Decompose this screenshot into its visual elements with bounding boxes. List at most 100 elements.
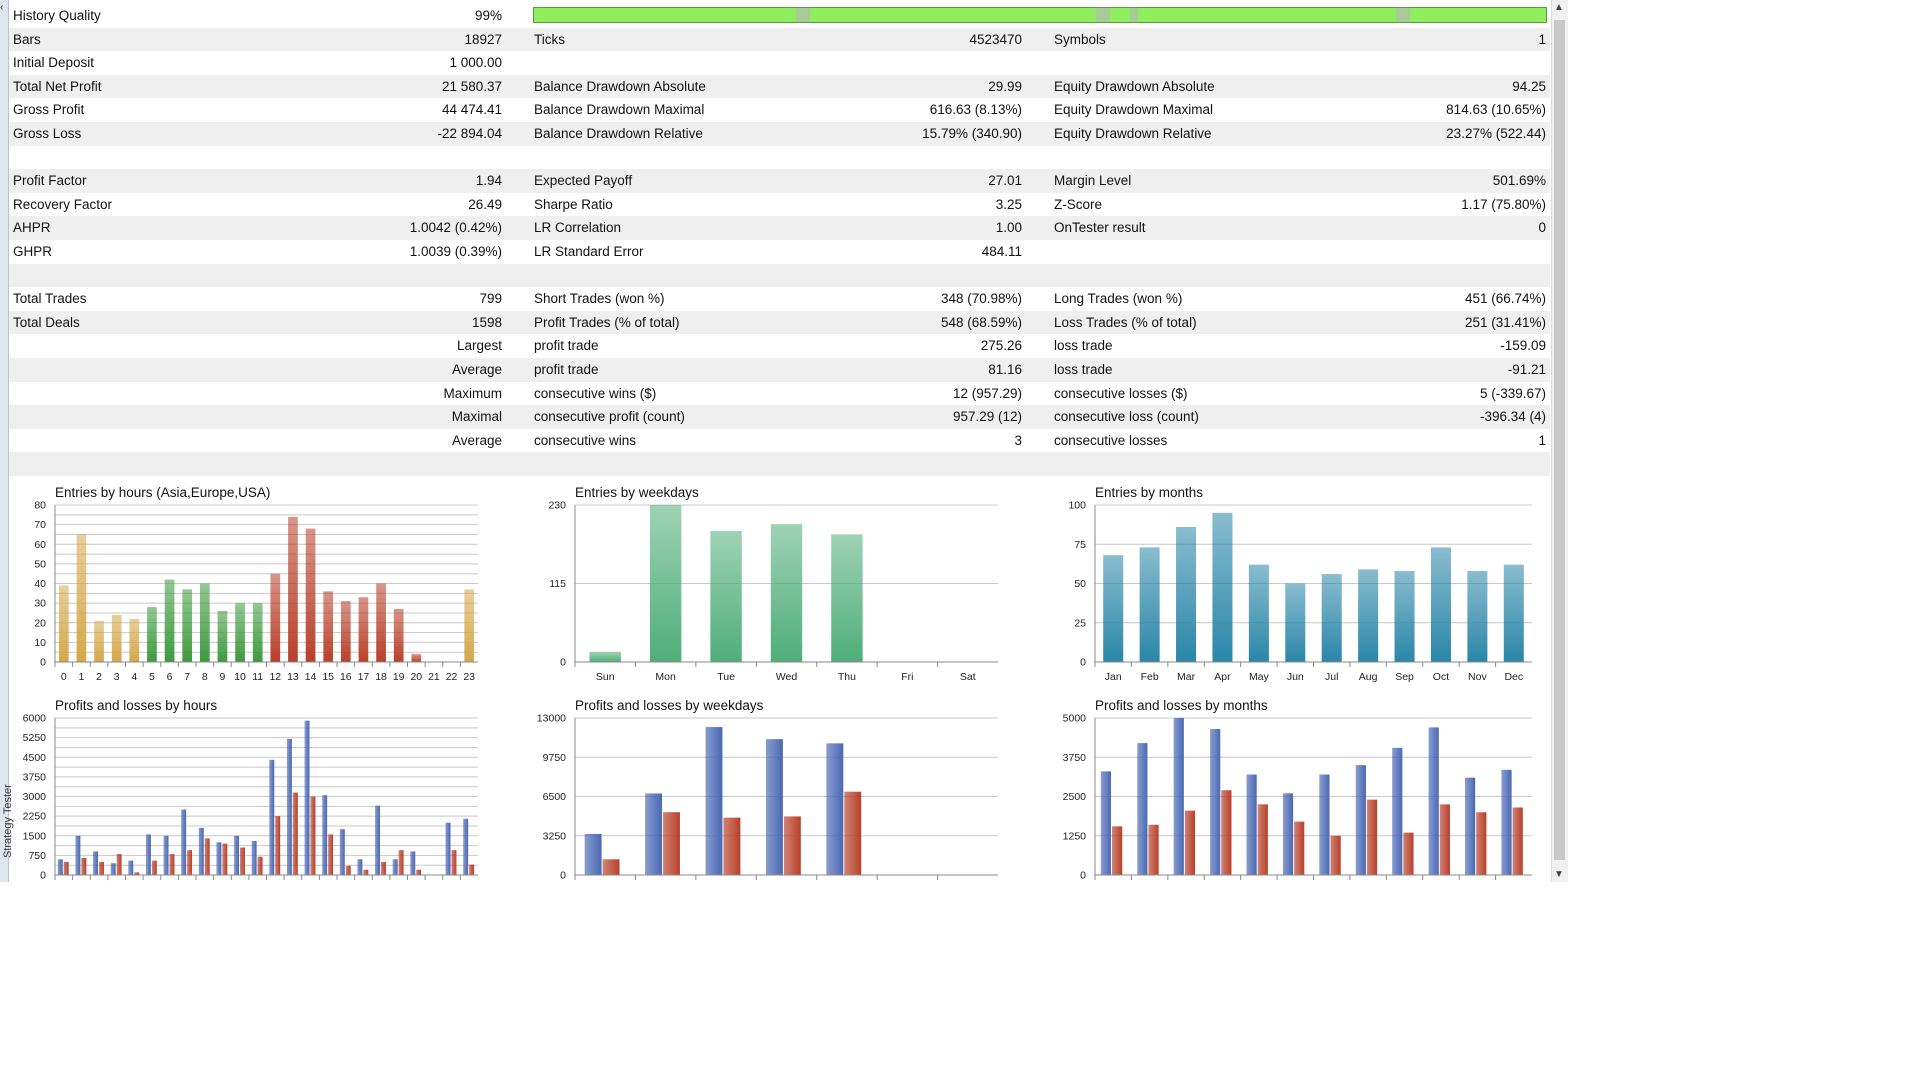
loss-bar [1148,824,1159,875]
stats-value-3: 23.27% (522.44) [1446,125,1546,141]
stats-value-1: Largest [456,338,502,354]
stats-label-3: consecutive loss (count) [1054,409,1199,425]
loss-bar [451,850,457,875]
profit-bar [584,833,602,875]
stats-value-1: 1 000.00 [449,55,502,71]
stats-value-3: 5 (-339.67) [1479,385,1546,401]
stats-row: Largest profit trade 275.26 loss trade -159.… [9,334,1550,358]
loss-bar [723,817,741,875]
bar [1285,583,1306,662]
loss-bar [257,856,263,875]
loss-bar [381,861,386,875]
history-quality-row: History Quality 99% [9,4,1550,28]
bar [58,585,69,662]
stats-value-2: 3 [1014,432,1022,448]
profit-bar [304,720,310,875]
x-tick-label: 17 [358,671,370,683]
backtest-report: History Quality 99% Bars 18927 Ticks 452347… [9,4,1550,476]
profit-bar [826,743,844,875]
scrollbar-thumb[interactable] [1554,20,1565,860]
x-tick-label: Sat [960,671,976,683]
stats-label-1: AHPR [13,220,51,236]
profit-bar [445,822,451,875]
loss-bar [116,854,122,875]
y-tick-label: 2250 [23,811,47,823]
loss-bar [1257,804,1268,875]
x-tick-label: 0 [61,671,67,683]
loss-bar [134,872,140,875]
stats-value-2: 12 (957.29) [952,385,1022,401]
y-tick-label: 0 [1080,870,1086,882]
x-tick-label: Jun [1287,671,1304,683]
loss-bar [1221,790,1232,875]
loss-bar [1403,832,1414,875]
left-panel-strip: ‹ Strategy Tester [0,0,14,882]
stats-label-1: Profit Factor [13,173,87,189]
x-tick-label: 19 [393,671,405,683]
chart-4: Profits and losses by hours 0 750 1500 2250 3… [23,698,478,882]
x-tick-label: 23 [463,671,475,683]
scroll-down-icon[interactable]: ▼ [1554,869,1564,880]
stats-row: Average profit trade 81.16 loss trade -91.21 [9,357,1550,382]
bar [76,534,87,662]
bar [710,530,742,662]
loss-bar [844,791,862,875]
stats-label-3: OnTester result [1054,220,1146,236]
y-tick-label: 50 [1074,578,1086,590]
profit-bar [463,818,469,875]
y-tick-label: 40 [34,578,46,590]
stats-row: Initial Deposit 1 000.00 [9,51,1550,75]
stats-value-3: -396.34 (4) [1479,409,1546,425]
stats-value-1: 26.49 [468,196,502,212]
y-tick-label: 0 [560,870,566,882]
profit-bar [1428,727,1439,875]
stats-row: GHPR 1.0039 (0.39%) LR Standard Error 484.1… [9,240,1550,264]
y-tick-label: 230 [548,500,566,512]
stats-label-3: loss trade [1054,338,1113,354]
bar [1394,570,1415,662]
stats-value-2: 275.26 [980,338,1022,354]
y-tick-label: 3750 [1063,752,1087,764]
stats-value-3: -91.21 [1507,361,1546,377]
bar [1212,512,1233,662]
y-tick-label: 4500 [23,752,47,764]
stats-value-2: 548 (68.59%) [940,314,1022,330]
stats-row: Bars 18927 Ticks 4523470 Symbols 1 [9,27,1550,52]
y-tick-label: 3750 [23,771,47,783]
stats-label-1: Total Trades [13,291,87,307]
profit-bar [322,795,328,875]
x-tick-label: 10 [234,671,246,683]
x-tick-label: 14 [305,671,317,683]
bar [358,597,369,662]
bar [235,603,245,662]
loss-bar [469,864,475,875]
stats-row: Average consecutive wins 3 consecutive loss… [9,429,1550,453]
loss-bar [345,865,351,875]
stats-value-1: 799 [479,291,502,307]
stats-label-2: Balance Drawdown Relative [534,125,703,141]
profit-bar [110,863,116,875]
x-tick-label: Apr [1214,671,1231,683]
loss-bar [1294,821,1305,875]
x-tick-label: Sun [596,671,615,683]
y-tick-label: 5000 [1063,713,1087,725]
collapse-arrow-icon[interactable]: ‹ [0,2,4,13]
bar [305,528,316,662]
stats-value-1: 1.0042 (0.42%) [409,220,502,236]
stats-value-2: 1.00 [995,220,1022,236]
y-tick-label: 20 [34,617,46,629]
scroll-up-icon[interactable]: ▲ [1554,2,1564,13]
loss-bar [1112,826,1123,875]
stats-label-1: Recovery Factor [13,196,113,212]
x-tick-label: 5 [149,671,155,683]
stats-label-2: LR Correlation [534,220,622,236]
stats-value-3: 1.17 (75.80%) [1461,196,1546,212]
x-tick-label: Aug [1359,671,1378,683]
bar [111,614,122,662]
profit-bar [1464,777,1476,875]
history-quality-label: History Quality [13,8,101,23]
x-tick-label: Thu [838,671,856,683]
x-tick-label: Sep [1395,671,1414,683]
vertical-scrollbar[interactable]: ▲ ▼ [1551,0,1568,882]
bar [589,651,621,662]
